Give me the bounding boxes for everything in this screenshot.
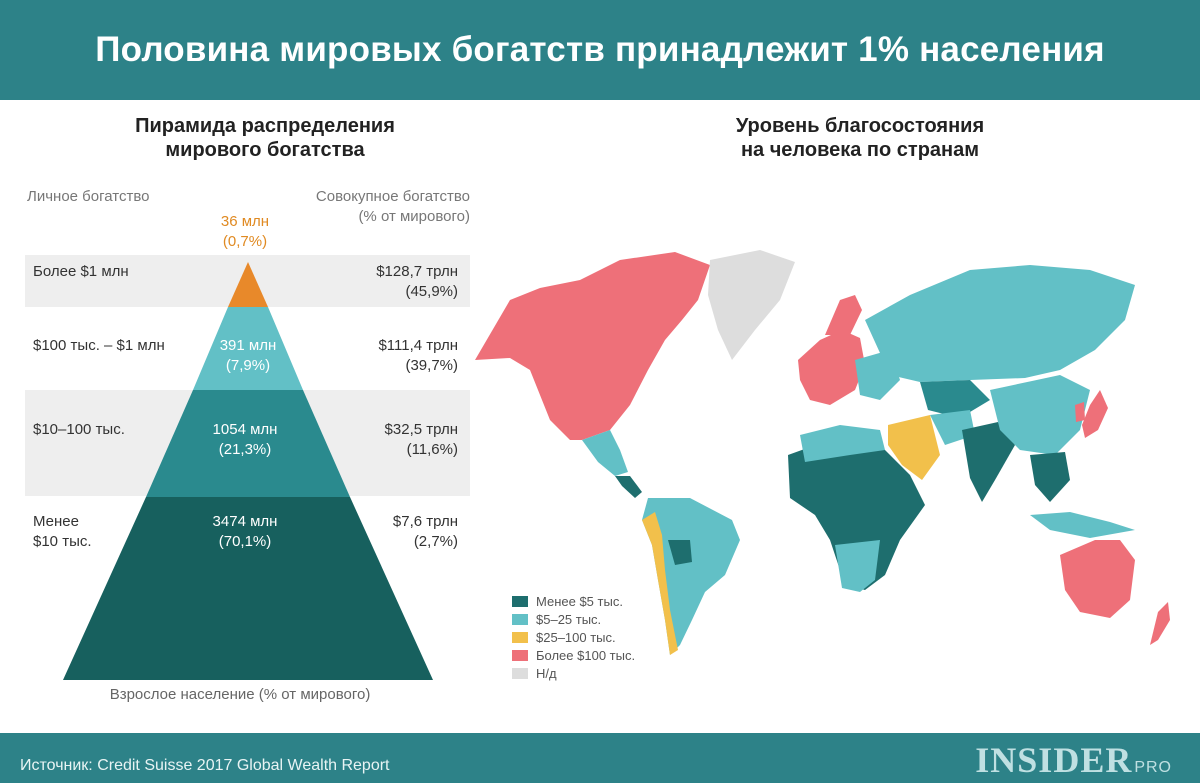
- map-southeast-asia: [1030, 452, 1070, 502]
- tier4-wealth: $7,6 трлн (2,7%): [392, 513, 458, 550]
- tier1-adults: 36 млн (0,7%): [220, 213, 270, 250]
- pyramid-tier-bottom: [63, 497, 433, 680]
- map-north-africa: [800, 425, 885, 462]
- map-kazakhstan: [920, 380, 990, 418]
- tier2-range: $100 тыс. – $1 млн: [33, 337, 165, 354]
- world-map: [470, 240, 1200, 680]
- map-africa: [788, 438, 925, 590]
- legend-item: Н/д: [512, 664, 635, 682]
- pyramid-tier-3: [146, 390, 350, 497]
- legend-item: $25–100 тыс.: [512, 628, 635, 646]
- legend-swatch: [512, 595, 528, 607]
- tier2-wealth: $111,4 трлн (39,7%): [378, 337, 458, 374]
- tier1-range: Более $1 млн: [33, 263, 129, 280]
- personal-wealth-header: Личное богатство: [27, 188, 150, 205]
- source-note: Источник: Credit Suisse 2017 Global Weal…: [20, 757, 390, 774]
- map-australia: [1060, 540, 1135, 618]
- map-new-zealand: [1150, 602, 1170, 645]
- pyramid-title: Пирамида распределения мирового богатств…: [40, 114, 490, 162]
- map-southern-africa: [835, 540, 880, 592]
- page-title-text: Половина мировых богатств принадлежит 1%…: [95, 30, 1105, 69]
- pyramid-tier-top: [228, 262, 268, 307]
- pyramid-x-label: Взрослое население (% от мирового): [109, 686, 371, 703]
- tier1-wealth: $128,7 трлн (45,9%): [376, 263, 458, 300]
- map-scandinavia: [825, 295, 862, 335]
- legend-item: $5–25 тыс.: [512, 610, 635, 628]
- map-title: Уровень благосостояния на человека по ст…: [660, 114, 1060, 162]
- map-central-america: [615, 476, 642, 498]
- legend-item: Более $100 тыс.: [512, 646, 635, 664]
- map-korea: [1075, 402, 1085, 422]
- pyramid-title-line2: мирового богатства: [165, 139, 365, 161]
- map-greenland: [708, 250, 795, 360]
- tier4-adults: 3474 млн (70,1%): [212, 513, 278, 550]
- pyramid-title-line1: Пирамида распределения: [135, 115, 395, 137]
- map-title-line2: на человека по странам: [740, 139, 980, 161]
- map-north-america: [475, 252, 710, 440]
- map-russia: [865, 265, 1135, 382]
- map-bolivia: [668, 540, 692, 565]
- legend-item: Менее $5 тыс.: [512, 592, 635, 610]
- map-india: [962, 422, 1015, 502]
- map-middle-east: [888, 415, 940, 480]
- legend-swatch: [512, 613, 528, 625]
- page-title: Половина мировых богатств принадлежит 1%…: [0, 0, 1200, 100]
- footer: Источник: Credit Suisse 2017 Global Weal…: [0, 733, 1200, 783]
- legend-swatch: [512, 631, 528, 643]
- insider-logo: INSIDER PRO: [975, 740, 1172, 780]
- map-europe: [798, 330, 865, 405]
- legend-swatch: [512, 667, 528, 679]
- map-china: [990, 375, 1090, 455]
- tier3-wealth: $32,5 трлн (11,6%): [384, 421, 458, 458]
- pyramid-tier-2: [193, 307, 303, 390]
- tier2-adults: 391 млн (7,9%): [219, 337, 277, 374]
- map-title-line1: Уровень благосостояния: [735, 115, 985, 137]
- tier3-adults: 1054 млн (21,3%): [212, 421, 278, 458]
- tier3-range: $10–100 тыс.: [33, 421, 125, 438]
- map-andes: [642, 512, 678, 655]
- map-japan: [1082, 390, 1108, 438]
- total-wealth-header: Совокупное богатство (% от мирового): [315, 188, 470, 225]
- tier4-range: Менее $10 тыс.: [33, 513, 92, 550]
- map-legend: Менее $5 тыс. $5–25 тыс. $25–100 тыс. Бо…: [512, 592, 635, 682]
- legend-swatch: [512, 649, 528, 661]
- map-mexico: [582, 430, 628, 476]
- map-indonesia: [1030, 512, 1135, 538]
